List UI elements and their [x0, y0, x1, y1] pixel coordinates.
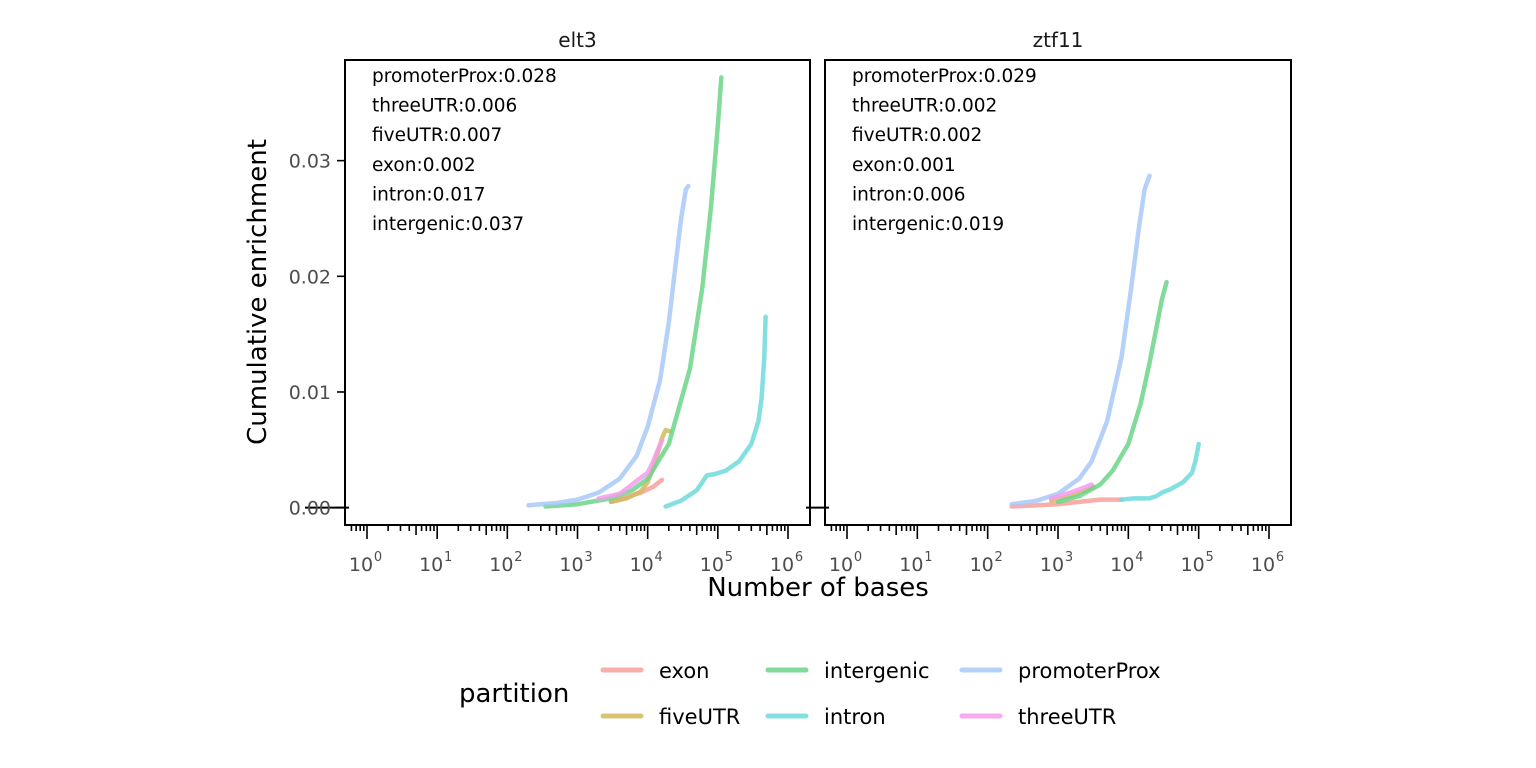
- x-tick-label: 10: [630, 554, 654, 576]
- x-tick-label-exponent: 1: [924, 550, 932, 565]
- annotation-label: intergenic:0.037: [372, 214, 524, 235]
- x-tick-label: 10: [1251, 554, 1275, 576]
- legend-title: partition: [459, 679, 569, 709]
- y-tick-label: 0.03: [289, 151, 331, 173]
- annotation-label: fiveUTR:0.007: [372, 125, 502, 146]
- series-line-promoterProx: [1009, 173, 1152, 507]
- x-tick-label: 10: [1040, 554, 1064, 576]
- x-tick-label-exponent: 0: [854, 550, 862, 565]
- legend-label-intergenic: intergenic: [824, 659, 930, 683]
- annotation-label: threeUTR:0.006: [372, 96, 517, 117]
- x-tick-label: 10: [970, 554, 994, 576]
- x-tick-label: 10: [770, 554, 794, 576]
- annotation-label: intron:0.017: [372, 184, 486, 205]
- series-line-exon: [1009, 497, 1124, 509]
- annotation-label: intron:0.006: [852, 184, 966, 205]
- x-tick-label-exponent: 0: [374, 550, 382, 565]
- y-tick-label: 0.02: [289, 266, 331, 288]
- axis-titles-layer: Cumulative enrichment Number of bases: [243, 139, 929, 603]
- x-tick-label: 10: [829, 554, 853, 576]
- x-axis-ticks: 10 0 10 1 10 2 10 3 10 4 10 5 10 6: [349, 525, 803, 576]
- legend-label-promoterProx: promoterProx: [1018, 659, 1161, 683]
- x-tick-label-exponent: 2: [514, 550, 522, 565]
- legend-label-threeUTR: threeUTR: [1018, 705, 1116, 729]
- series-line-intron: [1119, 441, 1201, 502]
- x-axis-title: Number of bases: [707, 573, 929, 603]
- y-tick-label: 0.00: [289, 498, 331, 520]
- x-tick-label: 10: [1181, 554, 1205, 576]
- x-axis-ticks: 10 0 10 1 10 2 10 3 10 4 10 5 10 6: [829, 525, 1284, 576]
- annotation-label: fiveUTR:0.002: [852, 125, 982, 146]
- series-line-intron: [663, 314, 768, 509]
- x-tick-label-exponent: 4: [1135, 550, 1143, 565]
- y-axis-title: Cumulative enrichment: [243, 139, 273, 445]
- x-tick-label-exponent: 1: [444, 550, 452, 565]
- annotation-label: exon:0.002: [372, 155, 476, 176]
- x-tick-label: 10: [489, 554, 513, 576]
- series-line-intergenic: [543, 75, 724, 509]
- series-line-threeUTR: [1048, 482, 1094, 501]
- x-tick-label-exponent: 5: [725, 550, 733, 565]
- x-tick-label: 10: [899, 554, 923, 576]
- x-tick-label-exponent: 5: [1206, 550, 1214, 565]
- series-group: [526, 75, 768, 509]
- series-line-promoterProx: [526, 183, 691, 508]
- annotation-label: promoterProx:0.028: [372, 66, 557, 87]
- annotation-label: threeUTR:0.002: [852, 96, 997, 117]
- panel-ztf11: ztf11 promoterProx:0.029 threeUTR:0.002 fiv…: [824, 28, 1292, 576]
- legend: partition exon fiveUTR intergenic intron pro…: [459, 659, 1161, 729]
- x-tick-label: 10: [700, 554, 724, 576]
- annotation-label: intergenic:0.019: [852, 214, 1004, 235]
- series-line-threeUTR: [596, 438, 665, 501]
- panel-title: elt3: [558, 28, 596, 52]
- x-tick-label: 10: [1110, 554, 1134, 576]
- y-axis-ticks: 0.00 0.01 0.02 0.03: [289, 151, 345, 520]
- x-tick-label-exponent: 3: [1065, 550, 1073, 565]
- series-line-intergenic: [1055, 279, 1169, 505]
- legend-label-exon: exon: [659, 659, 710, 683]
- legend-label-intron: intron: [824, 705, 886, 729]
- x-tick-label-exponent: 2: [995, 550, 1003, 565]
- panel-title: ztf11: [1033, 28, 1084, 52]
- annotation-label: exon:0.001: [852, 155, 956, 176]
- y-tick-label: 0.01: [289, 382, 331, 404]
- x-tick-label: 10: [419, 554, 443, 576]
- x-tick-label: 10: [349, 554, 373, 576]
- x-tick-label-exponent: 6: [795, 550, 803, 565]
- x-tick-label-exponent: 6: [1276, 550, 1284, 565]
- x-tick-label-exponent: 4: [655, 550, 663, 565]
- annotation-label: promoterProx:0.029: [852, 66, 1037, 87]
- series-group: [1009, 173, 1201, 509]
- x-tick-label: 10: [559, 554, 583, 576]
- x-tick-label-exponent: 3: [584, 550, 592, 565]
- legend-label-fiveUTR: fiveUTR: [659, 705, 740, 729]
